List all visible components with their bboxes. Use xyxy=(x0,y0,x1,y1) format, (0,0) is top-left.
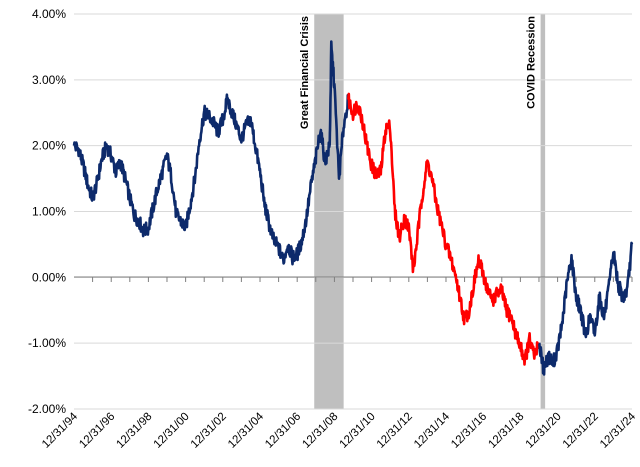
y-tick-label: 4.00% xyxy=(32,7,66,21)
y-axis-tick-labels: 4.00% 3.00% 2.00% 1.00% 0.00% -1.00% -2.00% xyxy=(28,7,66,416)
x-tick-label: 12/31/24 xyxy=(598,410,639,451)
x-tick-label: 12/31/12 xyxy=(375,411,415,451)
series-line-1 xyxy=(347,92,541,366)
x-tick-label: 12/31/18 xyxy=(486,411,526,451)
gridlines xyxy=(74,13,632,410)
annotation-label-0: Great Financial Crisis xyxy=(299,16,311,129)
x-tick-label: 12/31/20 xyxy=(524,411,564,451)
x-tick-label: 12/31/94 xyxy=(40,410,81,451)
series-line-0 xyxy=(72,40,350,266)
y-tick-label: 2.00% xyxy=(32,139,66,153)
series-line-2 xyxy=(538,241,634,376)
x-tick-label: 12/31/02 xyxy=(189,411,229,451)
y-tick-label: -1.00% xyxy=(28,336,66,350)
x-tick-label: 12/31/14 xyxy=(412,410,453,451)
y-tick-label: -2.00% xyxy=(28,402,66,416)
y-tick-label: 0.00% xyxy=(32,270,66,284)
x-tick-label: 12/31/00 xyxy=(152,411,192,451)
x-tick-label: 12/31/10 xyxy=(338,411,378,451)
annotation-label-1: COVID Recession xyxy=(526,16,538,109)
x-tick-label: 12/31/22 xyxy=(561,411,601,451)
x-tick-label: 12/31/98 xyxy=(114,411,154,451)
x-tick-label: 12/31/16 xyxy=(449,411,489,451)
y-tick-label: 1.00% xyxy=(32,205,66,219)
annotations: Great Financial Crisis COVID Recession xyxy=(299,16,537,129)
x-tick-label: 12/31/06 xyxy=(263,411,303,451)
data-series xyxy=(72,40,634,376)
y-tick-label: 3.00% xyxy=(32,73,66,87)
x-tick-label: 12/31/08 xyxy=(300,411,340,451)
x-tick-label: 12/31/04 xyxy=(226,410,267,451)
x-tick-label: 12/31/96 xyxy=(77,411,117,451)
